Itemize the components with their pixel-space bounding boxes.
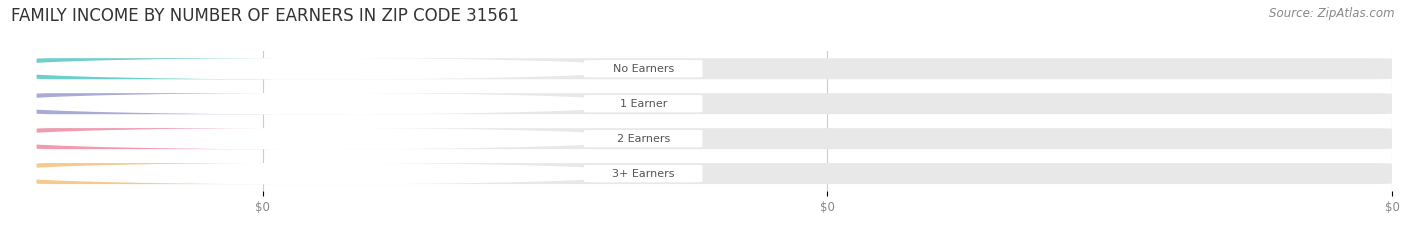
Text: No Earners: No Earners xyxy=(613,64,673,74)
Text: $0: $0 xyxy=(243,64,259,74)
FancyBboxPatch shape xyxy=(37,163,1392,184)
Text: 1 Earner: 1 Earner xyxy=(620,99,666,109)
FancyBboxPatch shape xyxy=(583,130,703,147)
FancyBboxPatch shape xyxy=(37,58,280,79)
FancyBboxPatch shape xyxy=(37,128,1392,149)
Circle shape xyxy=(0,164,638,184)
FancyBboxPatch shape xyxy=(583,165,703,182)
FancyBboxPatch shape xyxy=(583,60,703,78)
Text: 2 Earners: 2 Earners xyxy=(617,134,669,144)
FancyBboxPatch shape xyxy=(583,95,703,113)
FancyBboxPatch shape xyxy=(37,93,280,114)
FancyBboxPatch shape xyxy=(37,128,280,149)
Text: 3+ Earners: 3+ Earners xyxy=(612,169,675,178)
FancyBboxPatch shape xyxy=(37,93,1392,114)
Text: Source: ZipAtlas.com: Source: ZipAtlas.com xyxy=(1270,7,1395,20)
FancyBboxPatch shape xyxy=(37,163,280,184)
Circle shape xyxy=(0,94,638,114)
Circle shape xyxy=(0,59,638,79)
Text: $0: $0 xyxy=(243,134,259,144)
Circle shape xyxy=(0,129,638,149)
FancyBboxPatch shape xyxy=(37,58,1392,79)
Text: FAMILY INCOME BY NUMBER OF EARNERS IN ZIP CODE 31561: FAMILY INCOME BY NUMBER OF EARNERS IN ZI… xyxy=(11,7,519,25)
Text: $0: $0 xyxy=(243,99,259,109)
Text: $0: $0 xyxy=(243,169,259,178)
